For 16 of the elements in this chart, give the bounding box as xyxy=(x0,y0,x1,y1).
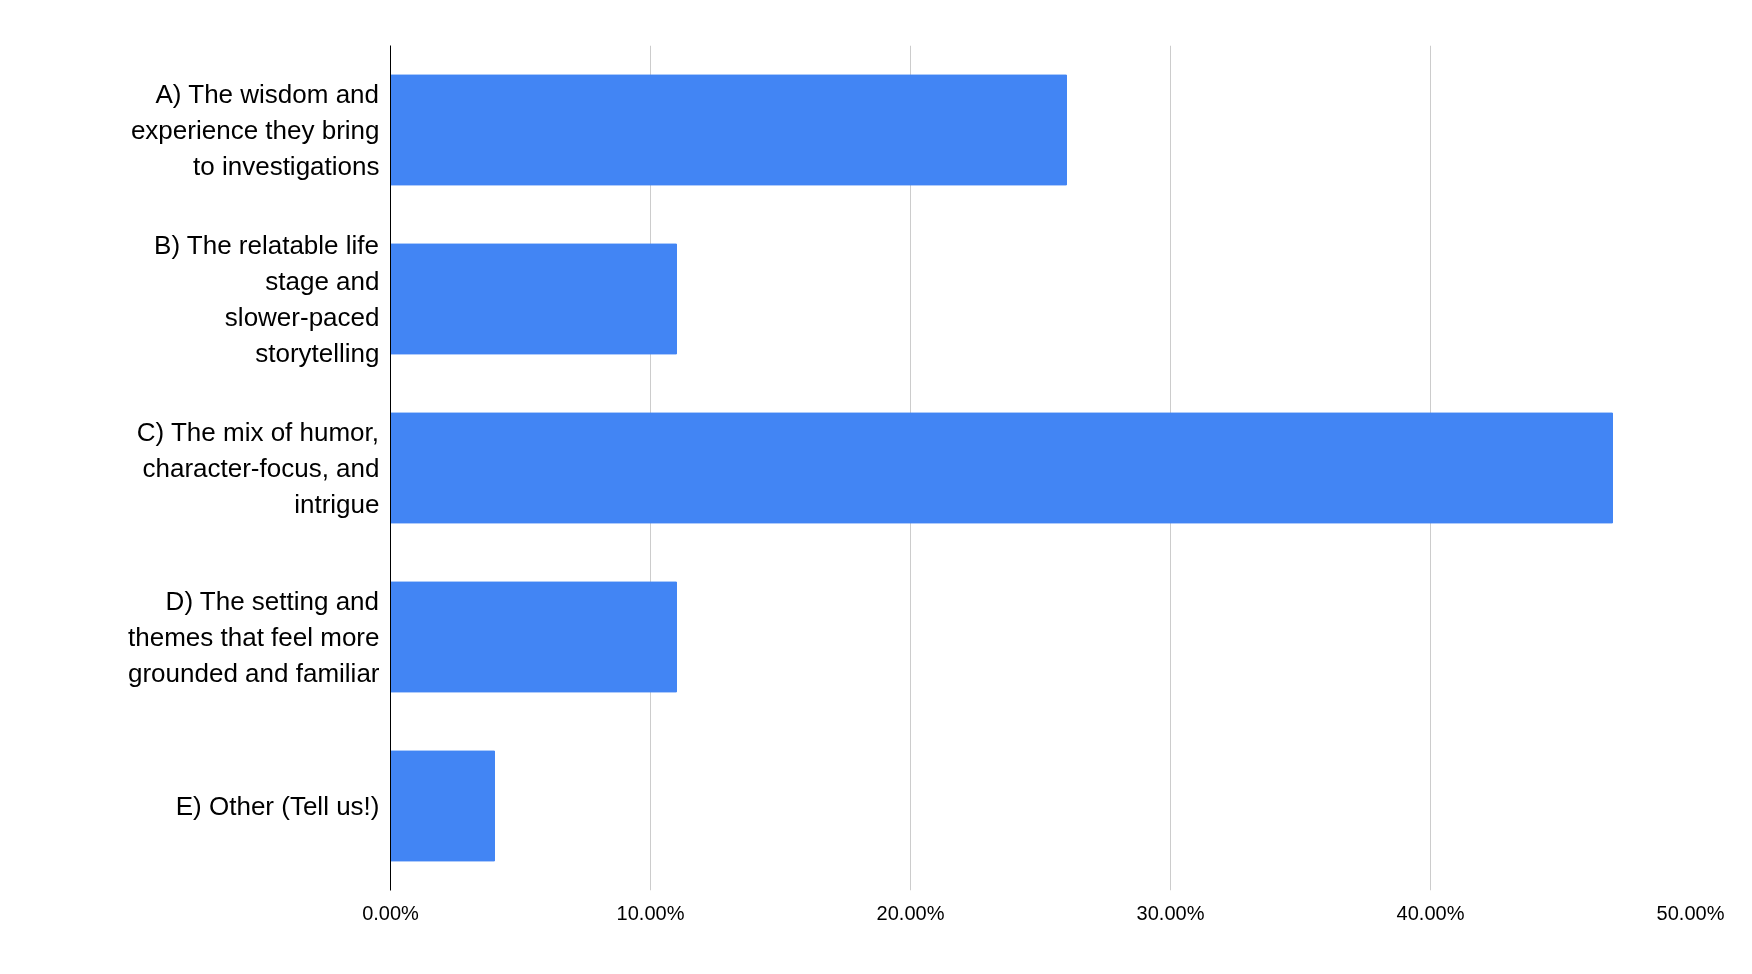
y-tick-label: B) The relatable life stage and slower-paced storytelling xyxy=(154,230,380,368)
bar xyxy=(390,74,1067,186)
x-tick-label: 30.00% xyxy=(1136,901,1205,924)
bar xyxy=(390,581,677,693)
bar xyxy=(390,412,1613,524)
x-tick-label: 0.00% xyxy=(362,901,420,924)
y-tick-label: A) The wisdom and experience they bring to investigations xyxy=(130,79,380,181)
x-tick-label: 10.00% xyxy=(616,901,685,924)
y-tick-label: E) Other (Tell us!) xyxy=(175,791,380,821)
x-tick-label: 40.00% xyxy=(1396,901,1465,924)
y-tick-label: C) The mix of humor, character-focus, and intrigue xyxy=(136,417,380,519)
bar xyxy=(390,243,677,355)
bar xyxy=(390,750,495,862)
x-tick-label: 50.00% xyxy=(1656,901,1725,924)
x-tick-label: 20.00% xyxy=(876,901,945,924)
y-tick-label: D) The setting and themes that feel more grounded and familiar xyxy=(128,586,380,688)
